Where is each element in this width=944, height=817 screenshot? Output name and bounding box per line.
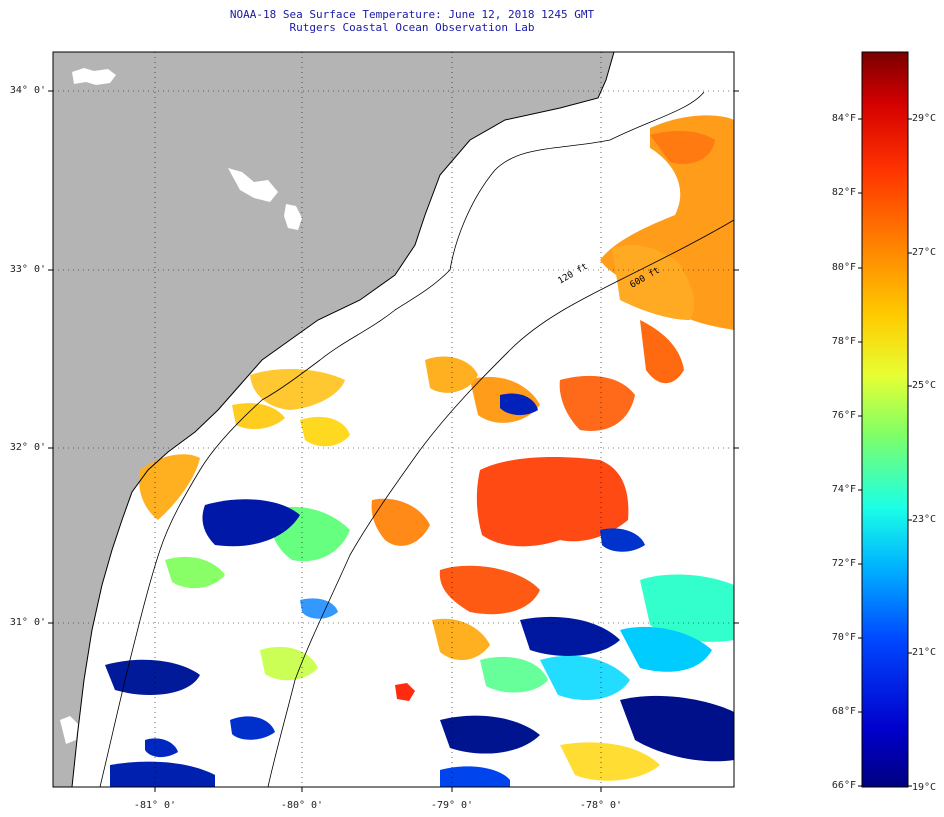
colorbar-f-78: 78°F	[831, 336, 856, 347]
sst-data	[105, 115, 734, 787]
land-mass	[53, 52, 614, 787]
colorbar-ticks	[858, 118, 912, 787]
lat-label-32: 32° 0'	[9, 442, 46, 453]
lat-label-31: 31° 0'	[9, 617, 46, 628]
lat-label-33: 33° 0'	[9, 264, 46, 275]
isobath-120ft	[99, 91, 705, 787]
lon-label-78: -78° 0'	[579, 800, 623, 811]
colorbar-c-23: 23°C	[912, 514, 937, 525]
colorbar-f-68: 68°F	[831, 706, 856, 717]
lon-label-81: -81° 0'	[133, 800, 177, 811]
colorbar	[861, 51, 909, 788]
colorbar-c-29: 29°C	[912, 113, 937, 124]
colorbar-f-74: 74°F	[831, 484, 856, 495]
colorbar-f-72: 72°F	[831, 558, 856, 569]
colorbar-c-19: 19°C	[912, 782, 937, 793]
colorbar-c-25: 25°C	[912, 380, 937, 391]
colorbar-c-27: 27°C	[912, 247, 937, 258]
colorbar-f-76: 76°F	[831, 410, 856, 421]
map-panel	[53, 52, 734, 787]
coastline	[71, 52, 615, 787]
map-subtitle: Rutgers Coastal Ocean Observation Lab	[289, 21, 535, 34]
map-title: NOAA-18 Sea Surface Temperature: June 12…	[229, 8, 595, 21]
colorbar-f-70: 70°F	[831, 632, 856, 643]
graticule	[53, 52, 734, 787]
map-ticks	[48, 90, 739, 792]
lon-label-79: -79° 0'	[430, 800, 474, 811]
isobath-600ft	[267, 219, 734, 787]
lon-label-80: -80° 0'	[280, 800, 324, 811]
lat-label-34: 34° 0'	[9, 85, 46, 96]
colorbar-f-82: 82°F	[831, 187, 856, 198]
colorbar-c-21: 21°C	[912, 647, 937, 658]
colorbar-f-80: 80°F	[831, 262, 856, 273]
colorbar-f-66: 66°F	[831, 780, 856, 791]
colorbar-f-84: 84°F	[831, 113, 856, 124]
